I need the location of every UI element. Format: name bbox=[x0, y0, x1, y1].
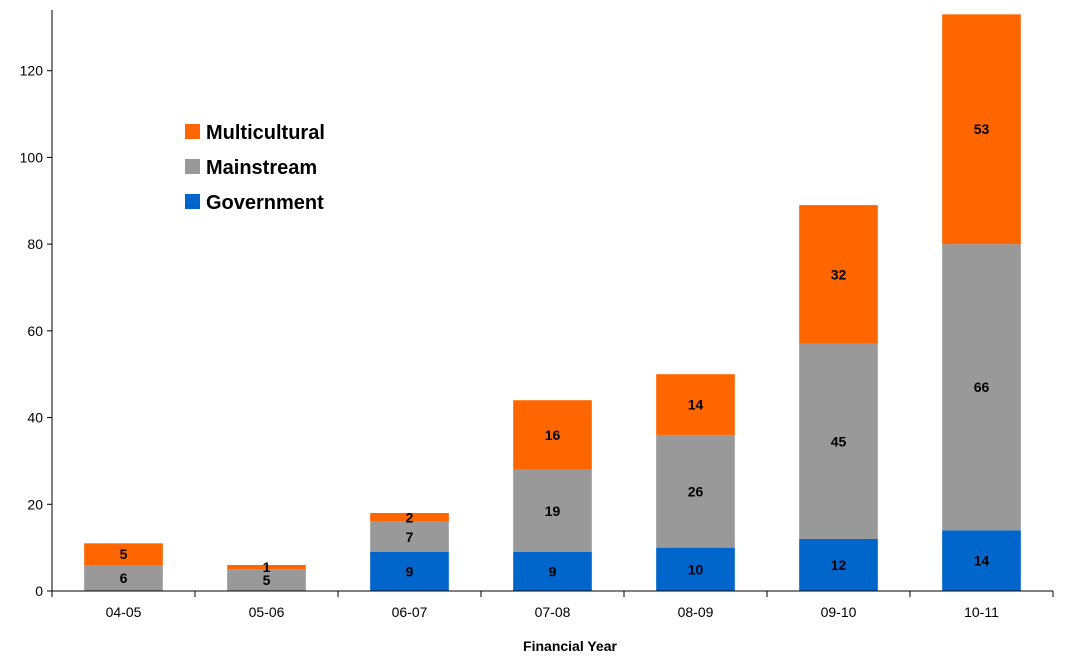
x-axis-title: Financial Year bbox=[523, 638, 617, 654]
legend-label-multicultural: Multicultural bbox=[206, 122, 325, 144]
y-tick-label-40: 40 bbox=[27, 410, 43, 426]
bar-mainstream-05-06 bbox=[227, 569, 306, 591]
y-tick-label-60: 60 bbox=[27, 323, 43, 339]
bar-multicultural-10-11 bbox=[942, 14, 1021, 245]
bar-mainstream-07-08 bbox=[513, 469, 592, 552]
bar-mainstream-09-10 bbox=[799, 343, 878, 539]
bar-multicultural-08-09 bbox=[656, 374, 735, 435]
data-label-multicultural-07-08: 16 bbox=[545, 427, 561, 443]
data-label-multicultural-08-09: 14 bbox=[688, 397, 704, 413]
legend-swatch-government bbox=[185, 194, 200, 209]
data-label-multicultural-05-06: 1 bbox=[263, 559, 271, 575]
data-label-mainstream-04-05: 6 bbox=[120, 570, 128, 586]
y-tick-label-100: 100 bbox=[20, 149, 44, 165]
bar-government-06-07 bbox=[370, 551, 449, 591]
x-tick-label-04-05: 04-05 bbox=[106, 604, 142, 620]
data-label-multicultural-10-11: 53 bbox=[974, 121, 990, 137]
bars-layer bbox=[84, 14, 1021, 591]
bar-multicultural-07-08 bbox=[513, 400, 592, 470]
y-tick-label-120: 120 bbox=[20, 63, 44, 79]
bar-mainstream-10-11 bbox=[942, 244, 1021, 531]
data-label-government-06-07: 9 bbox=[406, 563, 414, 579]
bar-multicultural-04-05 bbox=[84, 543, 163, 565]
bar-multicultural-09-10 bbox=[799, 205, 878, 344]
legend-label-government: Government bbox=[206, 192, 324, 214]
y-tick-label-80: 80 bbox=[27, 236, 43, 252]
x-tick-label-07-08: 07-08 bbox=[535, 604, 571, 620]
bar-mainstream-04-05 bbox=[84, 564, 163, 591]
y-tick-label-0: 0 bbox=[35, 583, 43, 599]
data-label-multicultural-09-10: 32 bbox=[831, 266, 847, 282]
axes-layer: 0 20 40 60 80 100 120 04-05 05-06 06-07 07-08 08-09… bbox=[20, 10, 1054, 620]
data-label-multicultural-06-07: 2 bbox=[406, 509, 414, 525]
bar-mainstream-06-07 bbox=[370, 521, 449, 552]
bar-multicultural-06-07 bbox=[370, 512, 449, 522]
data-label-mainstream-08-09: 26 bbox=[688, 483, 704, 499]
legend-label-mainstream: Mainstream bbox=[206, 157, 317, 179]
x-tick-label-08-09: 08-09 bbox=[678, 604, 714, 620]
bar-government-10-11 bbox=[942, 530, 1021, 591]
x-tick-label-10-11: 10-11 bbox=[964, 604, 999, 620]
data-label-government-10-11: 14 bbox=[974, 553, 990, 569]
data-label-government-09-10: 12 bbox=[831, 557, 847, 573]
data-label-government-07-08: 9 bbox=[549, 563, 557, 579]
legend-swatch-multicultural bbox=[185, 124, 200, 139]
data-label-multicultural-04-05: 5 bbox=[120, 546, 128, 562]
data-label-mainstream-06-07: 7 bbox=[406, 529, 414, 545]
data-label-mainstream-09-10: 45 bbox=[831, 433, 847, 449]
data-label-mainstream-05-06: 5 bbox=[263, 572, 271, 588]
data-label-mainstream-07-08: 19 bbox=[545, 503, 561, 519]
x-tick-label-06-07: 06-07 bbox=[392, 604, 428, 620]
bar-government-09-10 bbox=[799, 538, 878, 591]
data-label-mainstream-10-11: 66 bbox=[974, 379, 990, 395]
x-tick-label-09-10: 09-10 bbox=[821, 604, 857, 620]
bar-multicultural-05-06 bbox=[227, 564, 306, 570]
legend-swatch-mainstream bbox=[185, 159, 200, 174]
bar-mainstream-08-09 bbox=[656, 434, 735, 548]
bar-government-08-09 bbox=[656, 547, 735, 591]
data-label-government-08-09: 10 bbox=[688, 561, 704, 577]
legend: Multicultural Mainstream Government bbox=[185, 122, 325, 214]
y-tick-label-20: 20 bbox=[27, 496, 43, 512]
bar-government-07-08 bbox=[513, 551, 592, 591]
x-tick-label-05-06: 05-06 bbox=[249, 604, 285, 620]
